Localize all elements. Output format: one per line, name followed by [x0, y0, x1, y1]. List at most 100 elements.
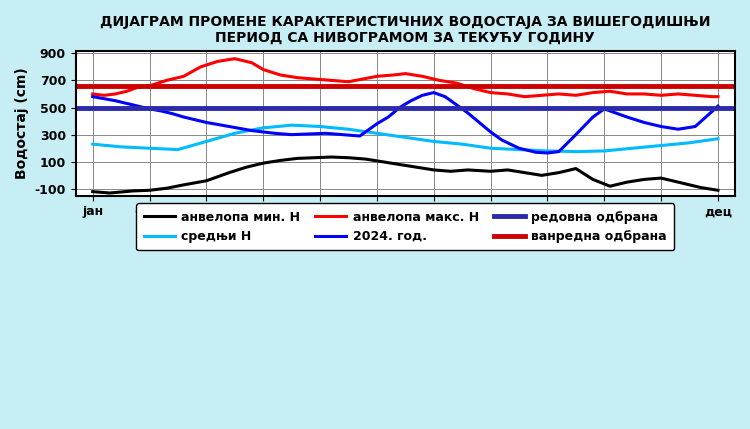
2024. год. — [418, 93, 427, 98]
2024. год. — [179, 115, 188, 120]
2024. год. — [406, 98, 416, 103]
2024. год. — [202, 120, 211, 125]
средњи Н — [685, 140, 694, 145]
средњи Н — [628, 146, 638, 151]
средњи Н — [486, 146, 495, 151]
анвелопа макс. Н — [400, 71, 410, 76]
анвелопа мин. Н — [713, 188, 722, 193]
анвелопа мин. Н — [310, 155, 319, 160]
анвелопа мин. Н — [395, 162, 404, 167]
анвелопа макс. Н — [674, 91, 682, 97]
анвелопа макс. Н — [589, 90, 598, 95]
анвелопа мин. Н — [242, 165, 250, 170]
анвелопа мин. Н — [162, 186, 171, 191]
Title: ДИЈАГРАМ ПРОМЕНЕ КАРАКТЕРИСТИЧНИХ ВОДОСТАЈА ЗА ВИШЕГОДИШЊИ
ПЕРИОД СА НИВОГРАМОМ : ДИЈАГРАМ ПРОМЕНЕ КАРАКТЕРИСТИЧНИХ ВОДОСТ… — [100, 15, 710, 45]
2024. год. — [713, 103, 722, 109]
анвелопа макс. Н — [310, 76, 319, 82]
средњи Н — [145, 146, 154, 151]
2024. год. — [674, 127, 682, 132]
анвелопа мин. Н — [429, 167, 438, 172]
средњи Н — [429, 139, 438, 144]
2024. год. — [514, 146, 523, 151]
средњи Н — [173, 147, 182, 152]
анвелопа мин. Н — [680, 181, 688, 186]
средњи Н — [713, 136, 722, 141]
анвелопа мин. Н — [88, 189, 98, 194]
средњи Н — [259, 125, 268, 130]
2024. год. — [111, 98, 120, 103]
анвелопа макс. Н — [554, 91, 563, 97]
анвелопа мин. Н — [520, 170, 530, 175]
анвелопа макс. Н — [292, 75, 302, 80]
2024. год. — [304, 131, 313, 136]
анвелопа мин. Н — [344, 155, 353, 160]
анвелопа мин. Н — [622, 180, 632, 185]
анвелопа макс. Н — [622, 91, 632, 97]
анвелопа мин. Н — [446, 169, 455, 174]
анвелопа макс. Н — [605, 89, 614, 94]
2024. год. — [287, 132, 296, 137]
ванредна одбрана — [88, 83, 98, 88]
2024. год. — [452, 102, 461, 107]
анвелопа макс. Н — [100, 93, 109, 98]
анвелопа мин. Н — [656, 175, 665, 181]
2024. год. — [145, 106, 154, 112]
средњи Н — [202, 139, 211, 144]
2024. год. — [532, 150, 541, 155]
Line: 2024. год.: 2024. год. — [93, 93, 718, 153]
анвелопа мин. Н — [503, 167, 512, 172]
анвелопа мин. Н — [327, 154, 336, 160]
2024. год. — [236, 126, 245, 131]
редовна одбрана — [145, 105, 154, 110]
средњи Н — [373, 131, 382, 136]
анвелопа макс. Н — [179, 74, 188, 79]
2024. год. — [373, 121, 382, 127]
анвелопа макс. Н — [213, 59, 222, 64]
2024. год. — [88, 94, 98, 99]
средњи Н — [230, 131, 239, 136]
2024. год. — [395, 105, 404, 110]
анвелопа мин. Н — [605, 184, 614, 189]
Y-axis label: Водостај (cm): Водостај (cm) — [15, 67, 29, 179]
2024. год. — [497, 138, 506, 143]
анвелопа мин. Н — [202, 178, 211, 183]
анвелопа мин. Н — [276, 158, 285, 163]
средњи Н — [458, 142, 466, 147]
2024. год. — [190, 117, 200, 122]
2024. год. — [486, 130, 495, 135]
анвелопа макс. Н — [373, 74, 382, 79]
средњи Н — [600, 148, 609, 154]
средњи Н — [400, 135, 410, 140]
средњи Н — [656, 143, 665, 148]
2024. год. — [134, 103, 142, 109]
анвелопа мин. Н — [224, 170, 233, 175]
анвелопа мин. Н — [464, 167, 472, 172]
2024. год. — [611, 110, 620, 115]
анвелопа мин. Н — [697, 185, 706, 190]
2024. год. — [321, 131, 330, 136]
анвелопа мин. Н — [640, 177, 649, 182]
анвелопа мин. Н — [292, 156, 302, 161]
2024. год. — [440, 94, 449, 99]
анвелопа макс. Н — [111, 91, 120, 97]
анвелопа макс. Н — [389, 73, 398, 78]
анвелопа мин. Н — [145, 188, 154, 193]
анвелопа макс. Н — [248, 60, 256, 65]
анвелопа мин. Н — [378, 159, 387, 164]
2024. год. — [157, 109, 166, 114]
Line: анвелопа мин. Н: анвелопа мин. Н — [93, 157, 718, 193]
анвелопа макс. Н — [656, 93, 665, 98]
анвелопа мин. Н — [537, 173, 546, 178]
2024. год. — [572, 132, 580, 137]
анвелопа макс. Н — [230, 56, 239, 61]
анвелопа макс. Н — [134, 85, 142, 90]
Legend: анвелопа мин. Н, средњи Н, анвелопа макс. Н, 2024. год., редовна одбрана, ванред: анвелопа мин. Н, средњи Н, анвелопа макс… — [136, 203, 674, 251]
2024. год. — [600, 106, 609, 112]
анвелопа макс. Н — [259, 67, 268, 72]
анвелопа макс. Н — [435, 78, 444, 83]
анвелопа макс. Н — [520, 94, 530, 99]
анвелопа макс. Н — [145, 83, 154, 88]
средњи Н — [543, 148, 552, 154]
анвелопа макс. Н — [486, 90, 495, 95]
анвелопа макс. Н — [713, 94, 722, 99]
